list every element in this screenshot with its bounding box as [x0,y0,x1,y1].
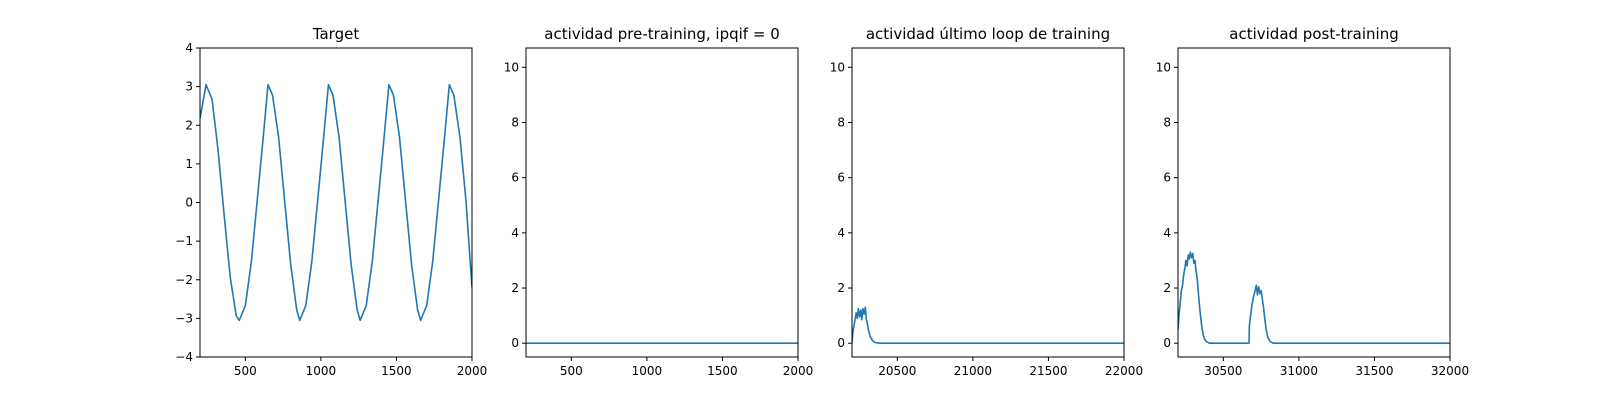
x-tick-label: 1000 [632,364,663,378]
subplot-4: 30500 31000 31500 32000 0 2 4 6 8 10 actividad pos… [1156,25,1469,378]
x-tick-label: 2000 [457,364,488,378]
x-tick-label: 30500 [1204,364,1242,378]
y-tick-label: −2 [175,273,193,287]
subplot-title: actividad último loop de training [866,25,1110,43]
x-tick-label: 500 [560,364,583,378]
x-tick-label: 21500 [1029,364,1067,378]
y-tick-label: 10 [504,60,519,74]
subplot-1: 500 1000 1500 2000 −4 −3 −2 −1 0 1 2 3 4 Target [175,25,487,378]
series-line-4-1 [1178,251,1450,345]
y-tick-label: 0 [837,336,845,350]
y-tick-label: 0 [1163,336,1171,350]
subplot-3: 20500 21000 21500 22000 0 2 4 6 8 10 actividad últ… [830,25,1143,378]
y-tick-label: 8 [1163,115,1171,129]
y-tick-label: 2 [185,118,193,132]
subplot-title: actividad pre-training, ipqif = 0 [544,25,780,43]
subplot-title: Target [312,25,360,43]
y-tick-label: −3 [175,311,193,325]
subplot-title: actividad post-training [1229,25,1398,43]
x-tick-label: 22000 [1105,364,1143,378]
x-tick-label: 20500 [878,364,916,378]
y-tick-label: 2 [511,281,519,295]
axes-frame [851,47,1125,358]
y-tick-label: −1 [175,234,193,248]
y-tick-label: 6 [511,171,519,185]
y-tick-label: 2 [1163,281,1171,295]
y-tick-label: 10 [830,60,845,74]
y-tick-label: 3 [185,80,193,94]
x-tick-label: 2000 [783,364,814,378]
y-tick-label: 4 [511,226,519,240]
x-tick-label: 21000 [954,364,992,378]
y-tick-label: 2 [837,281,845,295]
axes-frame [1177,47,1451,358]
x-tick-label: 1500 [381,364,412,378]
y-tick-label: 0 [185,196,193,210]
y-tick-label: 4 [185,41,193,55]
y-tick-label: −4 [175,350,193,364]
series-line-3-1 [852,306,1124,345]
y-tick-label: 8 [511,115,519,129]
y-tick-label: 4 [1163,226,1171,240]
subplot-2: 500 1000 1500 2000 0 2 4 6 8 10 actividad pre-trai… [504,25,814,378]
x-tick-label: 31000 [1280,364,1318,378]
y-tick-label: 6 [837,171,845,185]
x-tick-label: 31500 [1355,364,1393,378]
x-tick-label: 32000 [1431,364,1469,378]
series-line-1-1 [200,83,472,322]
y-tick-label: 6 [1163,171,1171,185]
x-tick-label: 500 [234,364,257,378]
y-tick-label: 8 [837,115,845,129]
y-tick-label: 1 [185,157,193,171]
axes-frame [525,47,799,358]
y-tick-label: 4 [837,226,845,240]
axes-frame [199,47,473,358]
x-tick-label: 1000 [306,364,337,378]
y-tick-label: 0 [511,336,519,350]
x-tick-label: 1500 [707,364,738,378]
y-tick-label: 10 [1156,60,1171,74]
